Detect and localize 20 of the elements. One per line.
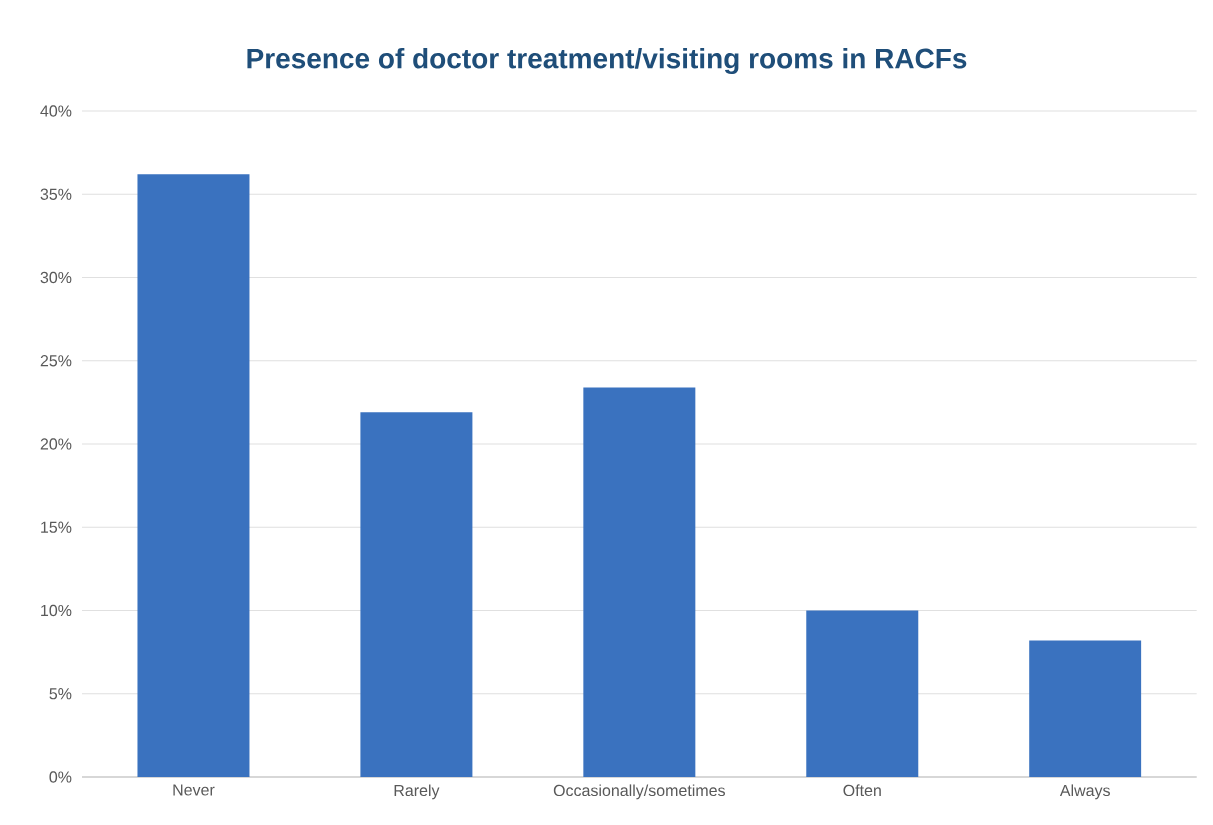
x-tick-label: Often bbox=[843, 784, 881, 797]
y-tick-label: 35% bbox=[40, 188, 72, 200]
y-tick-label: 15% bbox=[41, 521, 72, 533]
y-tick-label: 0% bbox=[49, 771, 72, 783]
y-tick-label: 25% bbox=[40, 355, 72, 367]
bar bbox=[806, 610, 919, 777]
x-tick-label: Rarely bbox=[394, 784, 440, 800]
bar bbox=[137, 174, 250, 777]
bar bbox=[583, 387, 696, 777]
x-tick-label: Occasionally/sometimes bbox=[553, 784, 725, 800]
x-tick-label: Always bbox=[1059, 784, 1110, 800]
chart-title: Presence of doctor treatment/visiting rooms in RACFs bbox=[247, 47, 967, 75]
y-tick-label: 30% bbox=[40, 271, 72, 284]
y-tick-label: 5% bbox=[49, 688, 72, 700]
y-tick-label: 10% bbox=[41, 604, 72, 617]
bar bbox=[1029, 640, 1142, 777]
bar bbox=[360, 412, 473, 777]
x-tick-label: Never bbox=[173, 784, 215, 796]
y-tick-label: 20% bbox=[40, 438, 72, 450]
y-tick-label: 40% bbox=[40, 105, 72, 117]
